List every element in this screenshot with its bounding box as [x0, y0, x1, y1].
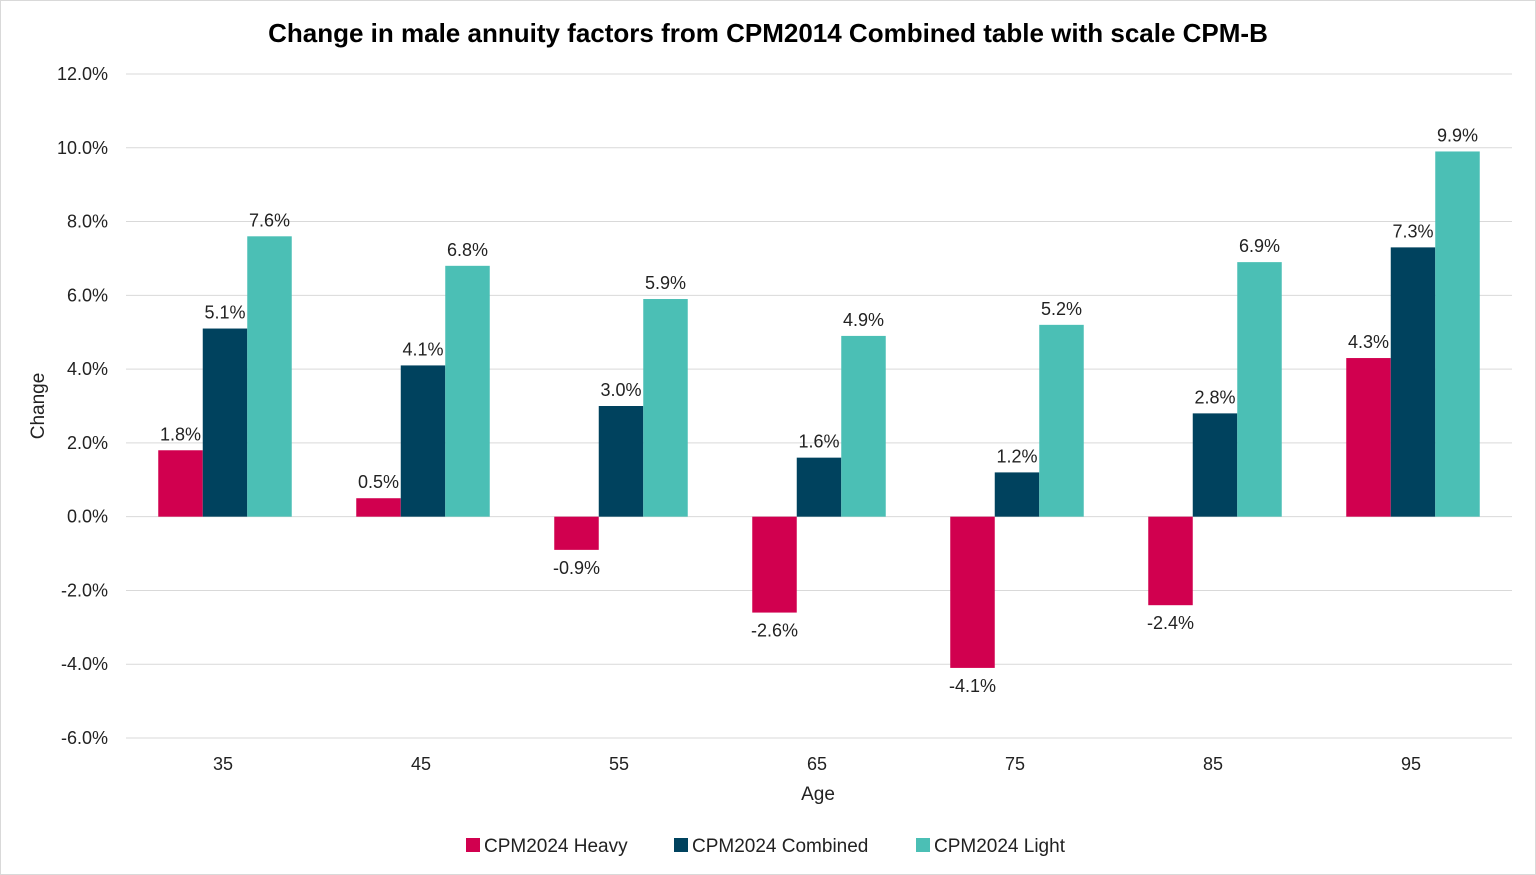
bar	[752, 516, 797, 613]
x-tick-label: 85	[1203, 754, 1223, 774]
bar	[1390, 247, 1436, 517]
data-label: 7.6%	[249, 210, 290, 230]
x-tick-label: 35	[213, 754, 233, 774]
bar	[445, 265, 490, 517]
data-label: -2.6%	[751, 621, 798, 641]
bar	[950, 516, 995, 668]
legend: CPM2024 Heavy CPM2024 Combined CPM2024 Lig…	[466, 836, 1066, 857]
data-label: -4.1%	[949, 676, 996, 696]
bar	[247, 236, 292, 517]
x-tick-label: 65	[807, 754, 827, 774]
bar	[1237, 262, 1282, 517]
data-label: 4.1%	[402, 339, 443, 359]
data-label: 6.8%	[447, 240, 488, 260]
data-labels: 1.8% 5.1% 7.6% 0.5% 4.1% 6.8% -0.9% 3.0% 5.9% -2.…	[160, 125, 1478, 695]
data-label: 4.9%	[843, 310, 884, 330]
y-tick-label: 4.0%	[67, 359, 108, 379]
bar	[841, 335, 886, 517]
bar	[643, 299, 688, 517]
data-label: 1.6%	[798, 432, 839, 452]
chart-title: Change in male annuity factors from CPM2…	[268, 18, 1268, 48]
data-label: 1.8%	[160, 424, 201, 444]
bar	[1346, 358, 1391, 517]
bar	[1039, 324, 1084, 517]
bar	[796, 457, 842, 517]
data-label: 7.3%	[1392, 221, 1433, 241]
bar	[400, 365, 446, 517]
data-label: 2.8%	[1194, 387, 1235, 407]
bar	[554, 516, 599, 550]
data-label: 3.0%	[600, 380, 641, 400]
bar	[1148, 516, 1193, 606]
bar	[202, 328, 248, 517]
legend-swatch	[466, 838, 480, 852]
y-tick-label: 12.0%	[57, 64, 108, 84]
legend-swatch	[916, 838, 930, 852]
bars	[158, 151, 1480, 668]
data-label: 6.9%	[1239, 236, 1280, 256]
y-tick-label: -4.0%	[61, 654, 108, 674]
y-tick-label: 2.0%	[67, 433, 108, 453]
legend-label: CPM2024 Light	[934, 836, 1066, 857]
legend-label: CPM2024 Heavy	[484, 836, 628, 857]
y-tick-label: -2.0%	[61, 580, 108, 600]
y-axis-ticks: -6.0% -4.0% -2.0% 0.0% 2.0% 4.0% 6.0% 8.0% 10.0%…	[57, 64, 108, 748]
bar	[158, 450, 203, 517]
bar	[356, 498, 401, 517]
data-label: 5.1%	[204, 303, 245, 323]
x-axis-ticks: 35 45 55 65 75 85 95	[213, 754, 1421, 774]
data-label: 9.9%	[1437, 125, 1478, 145]
bar	[1435, 151, 1480, 517]
data-label: 4.3%	[1348, 332, 1389, 352]
y-axis-label: Change	[28, 373, 49, 440]
y-tick-label: 8.0%	[67, 212, 108, 232]
data-label: 1.2%	[996, 446, 1037, 466]
data-label: 5.2%	[1041, 299, 1082, 319]
data-label: -0.9%	[553, 558, 600, 578]
legend-label: CPM2024 Combined	[692, 836, 868, 857]
y-tick-label: 6.0%	[67, 285, 108, 305]
x-tick-label: 45	[411, 754, 431, 774]
bar	[598, 406, 644, 517]
bar	[1192, 413, 1238, 517]
x-tick-label: 95	[1401, 754, 1421, 774]
y-tick-label: 0.0%	[67, 507, 108, 527]
y-tick-label: -6.0%	[61, 728, 108, 748]
x-axis-label: Age	[801, 784, 835, 805]
data-label: 5.9%	[645, 273, 686, 293]
legend-swatch	[674, 838, 688, 852]
x-tick-label: 55	[609, 754, 629, 774]
bar	[994, 472, 1040, 517]
y-tick-label: 10.0%	[57, 138, 108, 158]
x-tick-label: 75	[1005, 754, 1025, 774]
data-label: 0.5%	[358, 472, 399, 492]
data-label: -2.4%	[1147, 613, 1194, 633]
